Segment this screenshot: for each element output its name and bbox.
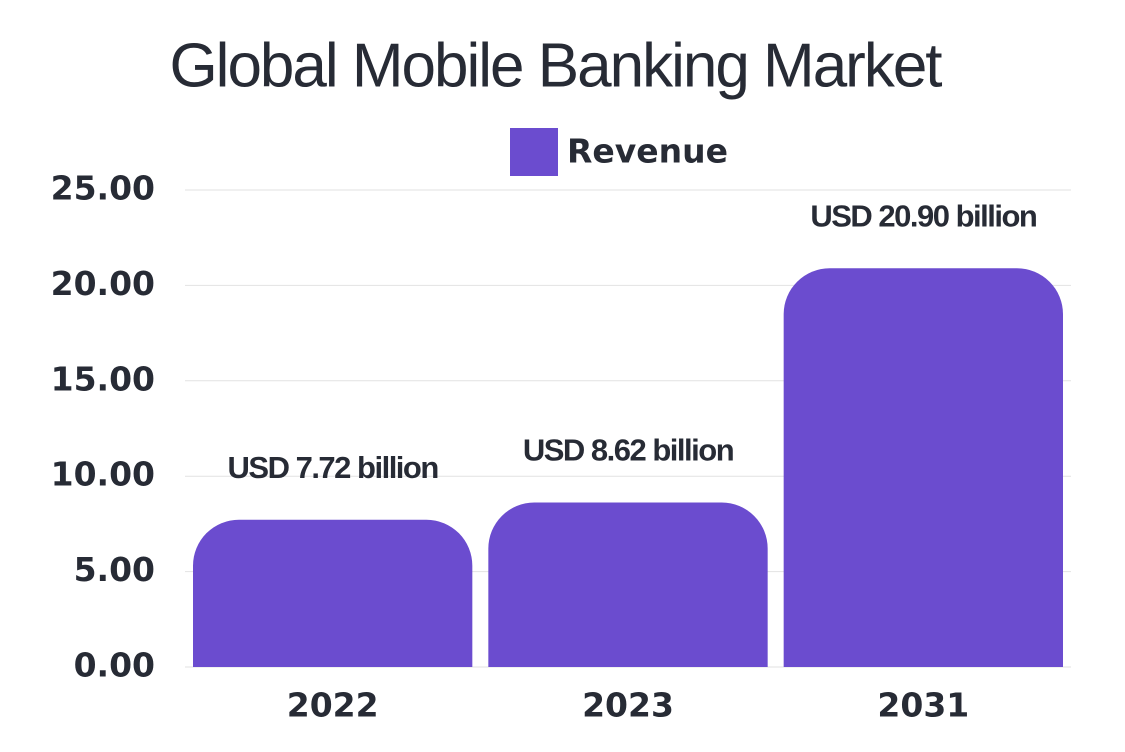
y-tick-label: 20.00 [51, 264, 155, 303]
value-label: USD 7.72 billion [228, 450, 439, 485]
y-tick-label: 15.00 [51, 359, 155, 398]
x-tick-label: 2022 [287, 686, 379, 725]
legend-swatch [510, 128, 558, 176]
value-label: USD 20.90 billion [810, 198, 1037, 233]
value-label: USD 8.62 billion [523, 433, 734, 468]
x-tick-label: 2023 [582, 686, 674, 725]
bar [193, 519, 473, 667]
y-tick-label: 10.00 [51, 455, 155, 494]
bar [783, 268, 1063, 667]
y-tick-label: 25.00 [51, 169, 155, 208]
x-tick-label: 2031 [877, 686, 969, 725]
y-tick-label: 0.00 [74, 646, 155, 685]
chart-title: Global Mobile Banking Market [169, 31, 942, 100]
legend-label: Revenue [567, 132, 728, 171]
y-tick-label: 5.00 [74, 550, 155, 589]
bar [488, 502, 768, 667]
